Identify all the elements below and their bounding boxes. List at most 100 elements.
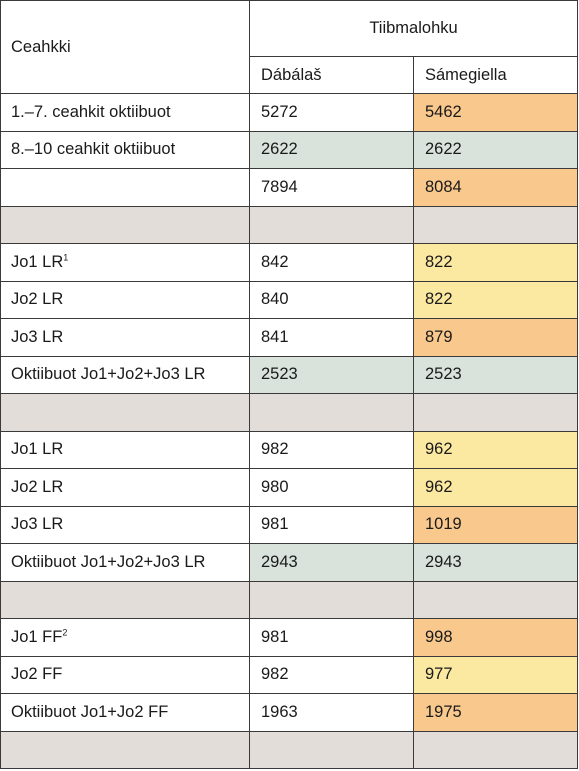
samegiella-value	[413, 730, 578, 769]
row-label-text: Jo1 FF	[11, 627, 63, 646]
samegiella-value-text: 822	[425, 252, 453, 271]
dabalas-value-text: 980	[261, 477, 289, 496]
dabalas-value	[249, 393, 414, 432]
samegiella-value-text: 2523	[425, 365, 462, 384]
samegiella-value: 962	[413, 430, 578, 469]
dabalas-value-text: 2622	[261, 140, 298, 159]
dabalas-value: 982	[249, 655, 414, 694]
dabalas-value: 2943	[249, 543, 414, 582]
samegiella-value	[413, 580, 578, 619]
table-row: Jo1 LR1 842 822	[0, 243, 578, 282]
dabalas-value: 981	[249, 618, 414, 657]
row-label: Oktiibuot Jo1+Jo2 FF	[0, 693, 250, 732]
samegiella-value: 822	[413, 243, 578, 282]
header-row: Ceahkki Tiibmalohku	[0, 0, 578, 94]
samegiella-value-text: 879	[425, 327, 453, 346]
table-row: 7894 8084	[0, 168, 578, 207]
samegiella-value-text: 998	[425, 627, 453, 646]
samegiella-value: 2622	[413, 130, 578, 169]
samegiella-value: 8084	[413, 168, 578, 207]
samegiella-value: 879	[413, 318, 578, 357]
dabalas-value-text: 2523	[261, 365, 298, 384]
row-label	[0, 730, 250, 769]
samegiella-value-text: 962	[425, 477, 453, 496]
samegiella-value: 2523	[413, 355, 578, 394]
dabalas-value-text: 981	[261, 627, 289, 646]
dabalas-value: 2523	[249, 355, 414, 394]
row-label-text: Jo2 LR	[11, 477, 64, 496]
samegiella-value-text: 1019	[425, 515, 462, 534]
row-label	[0, 393, 250, 432]
header-samegiella: Sámegiella	[413, 56, 578, 94]
dabalas-value-text: 1963	[261, 702, 298, 721]
table-row: 8.–10 ceahkit oktiibuot 2622 2622	[0, 130, 578, 169]
samegiella-value-text: 5462	[425, 102, 462, 121]
samegiella-value: 1019	[413, 505, 578, 544]
header-tiibmalohku: Tiibmalohku	[249, 0, 578, 57]
row-label: Jo1 LR1	[0, 243, 250, 282]
samegiella-value: 998	[413, 618, 578, 657]
samegiella-value-text: 2943	[425, 552, 462, 571]
row-label-text: Oktiibuot Jo1+Jo2+Jo3 LR	[11, 552, 206, 571]
row-label-text: 8.–10 ceahkit oktiibuot	[11, 140, 176, 159]
header-ceahkki: Ceahkki	[0, 0, 250, 94]
dabalas-value: 7894	[249, 168, 414, 207]
row-label-text: Jo2 FF	[11, 665, 63, 684]
footnote-marker: 2	[62, 627, 68, 638]
samegiella-value: 962	[413, 468, 578, 507]
table-row: Jo3 LR 981 1019	[0, 505, 578, 544]
dabalas-value	[249, 730, 414, 769]
table-body: 1.–7. ceahkit oktiibuot 5272 5462 8.–10 cea…	[0, 93, 578, 769]
dabalas-value-text: 982	[261, 665, 289, 684]
samegiella-value: 822	[413, 280, 578, 319]
row-label: Jo2 FF	[0, 655, 250, 694]
row-label	[0, 168, 250, 207]
footnote-marker: 1	[63, 252, 69, 263]
samegiella-value	[413, 205, 578, 244]
samegiella-value-text: 1975	[425, 702, 462, 721]
table-row: Jo2 FF 982 977	[0, 655, 578, 694]
row-label-text: Jo3 LR	[11, 515, 64, 534]
row-label: Oktiibuot Jo1+Jo2+Jo3 LR	[0, 543, 250, 582]
dabalas-value-text: 840	[261, 290, 289, 309]
samegiella-value-text: 977	[425, 665, 453, 684]
samegiella-value: 1975	[413, 693, 578, 732]
row-label: Jo1 FF2	[0, 618, 250, 657]
dabalas-value	[249, 205, 414, 244]
dabalas-value: 980	[249, 468, 414, 507]
dabalas-value-text: 841	[261, 327, 289, 346]
table-row	[0, 393, 578, 432]
row-label: Oktiibuot Jo1+Jo2+Jo3 LR	[0, 355, 250, 394]
samegiella-value: 5462	[413, 93, 578, 132]
table-header: Ceahkki Tiibmalohku Dábálaš Sámegiella	[0, 0, 578, 94]
dabalas-value	[249, 580, 414, 619]
table-row: 1.–7. ceahkit oktiibuot 5272 5462	[0, 93, 578, 132]
subheader-row: Dábálaš Sámegiella	[1, 56, 578, 94]
row-label: Jo2 LR	[0, 468, 250, 507]
table-row: Jo1 LR 982 962	[0, 430, 578, 469]
table-row	[0, 205, 578, 244]
dabalas-value-text: 982	[261, 440, 289, 459]
row-label-text: Jo1 LR	[11, 252, 64, 271]
samegiella-value-text: 8084	[425, 177, 462, 196]
row-label-text: Jo2 LR	[11, 290, 64, 309]
table-row: Jo1 FF2 981 998	[0, 618, 578, 657]
dabalas-value: 1963	[249, 693, 414, 732]
dabalas-value-text: 7894	[261, 177, 298, 196]
row-label	[0, 580, 250, 619]
header-dabalas: Dábálaš	[249, 56, 414, 94]
samegiella-value: 977	[413, 655, 578, 694]
row-label-text: Oktiibuot Jo1+Jo2+Jo3 LR	[11, 365, 206, 384]
samegiella-value-text: 962	[425, 440, 453, 459]
row-label-text: 1.–7. ceahkit oktiibuot	[11, 102, 171, 121]
dabalas-value-text: 5272	[261, 102, 298, 121]
dabalas-value: 2622	[249, 130, 414, 169]
table-row: Jo3 LR 841 879	[0, 318, 578, 357]
row-label-text: Oktiibuot Jo1+Jo2 FF	[11, 702, 169, 721]
samegiella-value-text: 822	[425, 290, 453, 309]
row-label: Jo1 LR	[0, 430, 250, 469]
table-row	[0, 580, 578, 619]
table-row: Oktiibuot Jo1+Jo2+Jo3 LR 2523 2523	[0, 355, 578, 394]
samegiella-value-text: 2622	[425, 140, 462, 159]
